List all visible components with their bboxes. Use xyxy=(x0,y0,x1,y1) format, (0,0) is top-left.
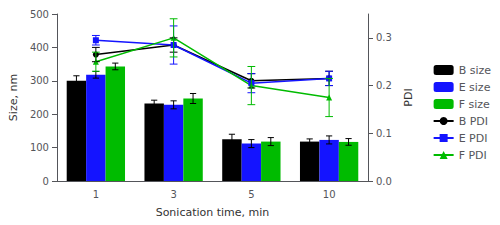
svg-text:0.0: 0.0 xyxy=(376,176,392,187)
svg-text:E PDI: E PDI xyxy=(459,132,488,145)
svg-text:Size, nm: Size, nm xyxy=(7,74,20,121)
svg-text:5: 5 xyxy=(248,189,254,200)
svg-text:B PDI: B PDI xyxy=(459,115,488,128)
svg-text:E size: E size xyxy=(459,81,491,94)
svg-text:100: 100 xyxy=(30,142,49,153)
svg-text:F size: F size xyxy=(459,98,490,111)
svg-text:400: 400 xyxy=(30,42,49,53)
svg-text:0.1: 0.1 xyxy=(376,128,392,139)
svg-text:3: 3 xyxy=(170,189,176,200)
svg-text:0.2: 0.2 xyxy=(376,80,392,91)
svg-text:PDI: PDI xyxy=(402,88,415,106)
svg-text:10: 10 xyxy=(323,189,336,200)
svg-text:B size: B size xyxy=(459,64,492,77)
svg-text:200: 200 xyxy=(30,109,49,120)
svg-text:0.3: 0.3 xyxy=(376,32,392,43)
svg-text:0: 0 xyxy=(43,176,49,187)
svg-text:1: 1 xyxy=(93,189,99,200)
svg-text:F PDI: F PDI xyxy=(459,149,487,162)
svg-text:300: 300 xyxy=(30,75,49,86)
svg-text:Sonication time, min: Sonication time, min xyxy=(156,206,270,219)
svg-text:500: 500 xyxy=(30,9,49,20)
